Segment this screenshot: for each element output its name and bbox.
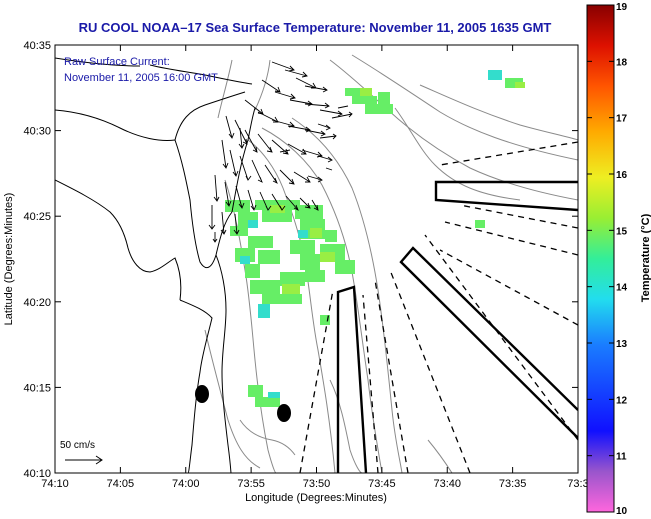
- colorbar-tick-label: 17: [616, 114, 628, 125]
- current-date-label: November 11, 2005 16:00 GMT: [64, 72, 218, 84]
- y-tick-label: 40:30: [23, 126, 51, 138]
- colorbar-tick-label: 13: [616, 339, 628, 350]
- current-vectors: [208, 61, 353, 243]
- sst-pixels: [225, 70, 525, 407]
- radar-dashed-lines: [299, 141, 578, 473]
- scale-arrow: [65, 455, 103, 465]
- plot-area: [55, 45, 578, 473]
- x-axis-title: Longitude (Degrees:Minutes): [245, 492, 387, 504]
- y-axis: 40:10 40:15 40:20 40:25 40:30 40:35: [23, 40, 578, 480]
- colorbar-tick-label: 10: [616, 506, 628, 517]
- radar-sectors: [336, 180, 578, 473]
- y-tick-label: 40:35: [23, 40, 51, 52]
- colorbar-tick-label: 15: [616, 226, 628, 237]
- x-tick-label: 74:10: [41, 478, 69, 490]
- colorbar-tick-label: 11: [616, 452, 627, 463]
- y-axis-title: Latitude (Degrees:Minutes): [3, 193, 15, 326]
- colorbar-tick-label: 19: [616, 2, 628, 13]
- x-tick-label: 73:35: [499, 478, 527, 490]
- scale-label: 50 cm/s: [60, 440, 95, 451]
- y-tick-label: 40:25: [23, 211, 51, 223]
- y-tick-label: 40:15: [23, 382, 51, 394]
- colorbar-ticks: 19 18 17 16 15 14 13 12 11 10: [587, 2, 628, 517]
- colorbar-label: Temperature (°C): [640, 213, 651, 302]
- station-marker-north: [195, 385, 209, 403]
- colorbar-tick-label: 18: [616, 57, 628, 68]
- x-tick-label: 74:00: [172, 478, 200, 490]
- current-label: Raw Surface Current:: [64, 56, 170, 68]
- x-axis: 74:10 74:05 74:00 73:55 73:50 73:45 73:40 73:35…: [41, 45, 589, 490]
- colorbar: 19 18 17 16 15 14 13 12 11 10 Temperature (°C): [586, 2, 651, 517]
- colorbar-tick-label: 14: [616, 283, 628, 294]
- y-tick-label: 40:20: [23, 297, 51, 309]
- x-tick-label: 74:05: [107, 478, 135, 490]
- colorbar-tick-label: 12: [616, 395, 628, 406]
- coastline: [55, 57, 256, 473]
- x-tick-label: 73:55: [237, 478, 265, 490]
- colorbar-tick-label: 16: [616, 170, 628, 181]
- station-marker-south: [277, 404, 291, 422]
- map-title: RU COOL NOAA–17 Sea Surface Temperature:…: [79, 20, 552, 35]
- x-tick-label: 73:40: [433, 478, 461, 490]
- x-tick-label: 73:3: [567, 478, 588, 490]
- colorbar-ramp: [586, 4, 615, 513]
- x-tick-label: 73:45: [368, 478, 396, 490]
- y-tick-label: 40:10: [23, 468, 51, 480]
- x-tick-label: 73:50: [303, 478, 331, 490]
